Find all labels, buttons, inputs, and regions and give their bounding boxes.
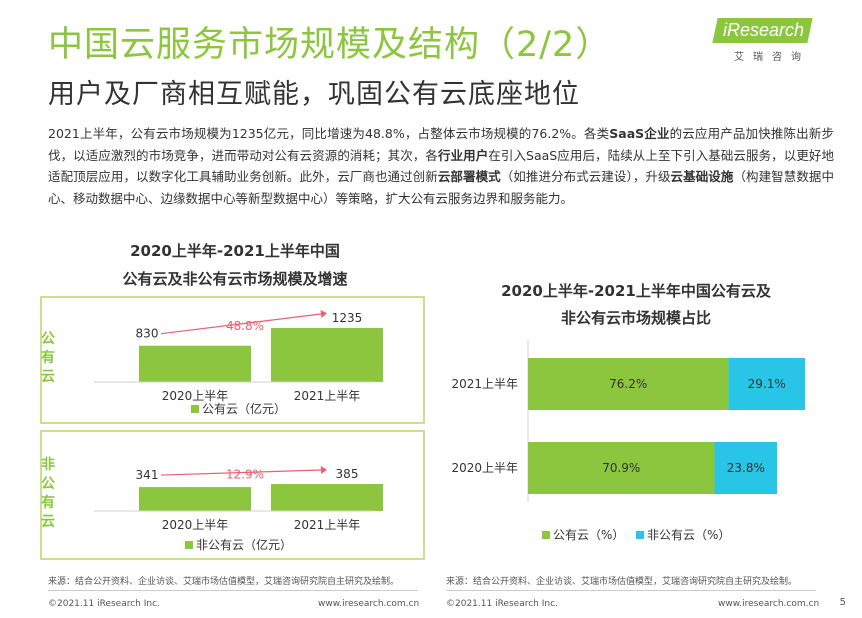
legend-swatch-public-share — [542, 531, 550, 539]
source-note-right: 来源：结合公开资料、企业访谈、艾瑞市场估值模型，艾瑞咨询研究院自主研究及绘制。 — [446, 577, 798, 587]
para-bold-3: 云部署模式 — [437, 169, 501, 184]
url-right: www.iresearch.com.cn — [718, 599, 820, 609]
bar-2020h1-public — [139, 345, 251, 382]
para-bold-1: SaaS企业 — [609, 126, 670, 141]
legend-label-public-share: 公有云（%） — [553, 528, 624, 542]
tick-label-2021h1-share: 2021上半年 — [451, 377, 518, 391]
public-cloud-side-label: 公 有 云 — [41, 331, 55, 385]
growth-arrow-public — [160, 313, 322, 335]
growth-arrowhead-nonpublic — [320, 466, 327, 474]
page-subtitle: 用户及厂商相互赋能，巩固公有云底座地位 — [48, 79, 580, 110]
page-number: 5 — [839, 597, 846, 608]
logo-tagline: 艾瑞咨询 — [734, 52, 810, 63]
bar-2021h1-public-share — [528, 358, 729, 410]
url-left: www.iresearch.com.cn — [318, 599, 420, 609]
para-text-3: 在引入SaaS应用后，陆续从上至下引入基础云服务，以更好地适配顶层应用，以数字化… — [48, 147, 834, 185]
value-label-2021h1-nonpublic: 385 — [336, 467, 359, 481]
bar-2021h1-nonpublic-share — [728, 358, 805, 410]
legend-swatch-nonpublic-share — [636, 531, 644, 539]
bar-2021h1-public — [271, 328, 383, 382]
right-chart-title-2: 非公有云市场规模占比 — [560, 309, 711, 327]
legend-label-nonpublic: 非公有云（亿元） — [196, 537, 292, 552]
legend-swatch-public — [191, 405, 199, 413]
para-text-1: 2021上半年，公有云市场规模为1235亿元，同比增速为48.8%，占整体云市场… — [48, 126, 610, 141]
bar-2020h1-nonpublic — [139, 487, 251, 511]
value-label-2021h1-public: 1235 — [332, 311, 363, 325]
tick-label-2020h1-share: 2020上半年 — [451, 461, 518, 475]
para-text-2: 的云应用产品加快推陈出新步伐，以适应激烈的市场竞争，进而带动对公有云资源的消耗；… — [48, 126, 834, 163]
footer-divider-left — [48, 590, 418, 591]
logo-brand: iResearch — [712, 18, 813, 43]
left-chart-title-1: 2020上半年-2021上半年中国 — [130, 242, 340, 260]
value-label-2020h1-public: 830 — [136, 327, 159, 341]
para-text-4: （如推进分布式云建设），升级 — [500, 169, 671, 184]
growth-label-nonpublic: 12.9% — [226, 468, 264, 482]
iresearch-logo: iResearch 艾瑞咨询 — [692, 18, 813, 66]
bar-2020h1-public-share — [528, 442, 715, 494]
left-chart-title-2: 公有云及非公有云市场规模及增速 — [122, 270, 348, 288]
public-cloud-bar-chart: 830 1235 48.8% 2020上半年 2021上半年 公有云（亿元） — [94, 310, 383, 416]
share-stacked-bar-chart: 2021上半年 2020上半年 76.2% 29.1% 70.9% 23.8% … — [451, 340, 805, 542]
data-label-2020h1-nonpublic: 23.8% — [727, 461, 765, 475]
page-title: 中国云服务市场规模及结构（2/2） — [48, 25, 612, 65]
growth-label-public: 48.8% — [226, 319, 264, 333]
growth-arrowhead-public — [320, 310, 327, 318]
legend-swatch-nonpublic — [185, 541, 193, 549]
para-bold-4: 云基础设施 — [670, 169, 734, 184]
legend-label-public: 公有云（亿元） — [202, 401, 286, 416]
bar-2020h1-nonpublic-share — [714, 442, 778, 494]
tick-label-2020h1-public: 2020上半年 — [162, 389, 229, 403]
data-label-2020h1-public: 70.9% — [602, 461, 640, 475]
para-bold-2: 行业用户 — [437, 147, 489, 163]
non-public-cloud-bar-chart: 341 385 12.9% 2020上半年 2021上半年 非公有云（亿元） — [94, 466, 383, 552]
para-text-5: （构建智慧数据中心、移动数据中心、边缘数据中心等新型数据中心）等策略，扩大公有云… — [48, 169, 834, 206]
data-label-2021h1-nonpublic: 29.1% — [748, 377, 786, 391]
copyright-left: ©2021.11 iResearch Inc. — [48, 599, 160, 609]
legend-label-nonpublic-share: 非公有云（%） — [647, 528, 730, 542]
summary-paragraph: 2021上半年，公有云市场规模为1235亿元，同比增速为48.8%，占整体云市场… — [48, 123, 834, 209]
tick-label-2020h1-nonpublic: 2020上半年 — [162, 518, 229, 532]
bar-2021h1-nonpublic — [271, 484, 383, 511]
copyright-right: ©2021.11 iResearch Inc. — [446, 599, 558, 609]
tick-label-2021h1-public: 2021上半年 — [294, 389, 361, 403]
right-chart-title-1: 2020上半年-2021上半年中国公有云及 — [501, 282, 771, 300]
data-label-2021h1-public: 76.2% — [609, 377, 647, 391]
non-public-cloud-side-label: 非 公 有 云 — [41, 457, 55, 530]
source-note-left: 来源：结合公开资料、企业访谈、艾瑞市场估值模型，艾瑞咨询研究院自主研究及绘制。 — [48, 577, 400, 587]
growth-arrow-nonpublic — [160, 469, 322, 476]
footer-divider-right — [446, 590, 816, 591]
tick-label-2021h1-nonpublic: 2021上半年 — [294, 518, 361, 532]
value-label-2020h1-nonpublic: 341 — [136, 468, 159, 482]
